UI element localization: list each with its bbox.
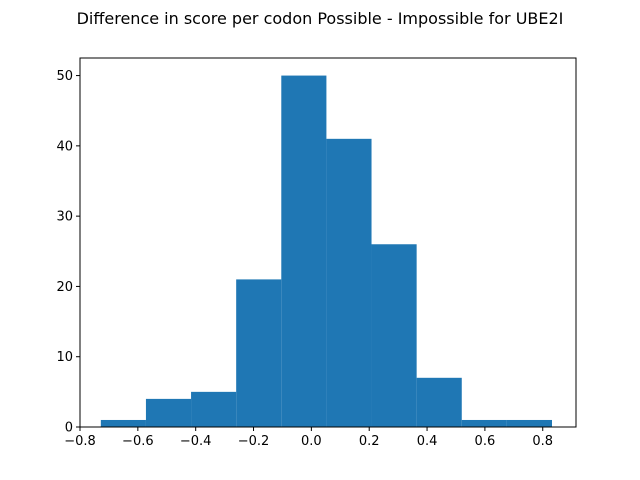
x-axis: −0.8 −0.6 −0.4 −0.2 0.0 0.2 0.4 0.6 0.8 — [64, 427, 553, 449]
histogram-bar — [371, 244, 417, 427]
y-axis: 0 10 20 30 40 50 — [56, 69, 80, 436]
y-tick-label: 0 — [65, 421, 73, 436]
y-tick-label: 30 — [56, 210, 73, 225]
histogram-bar — [281, 75, 327, 428]
y-tick-label: 10 — [56, 350, 73, 365]
x-tick-label: 0.2 — [359, 434, 380, 449]
x-tick-label: −0.6 — [122, 434, 154, 449]
histogram-bar — [145, 398, 192, 427]
axes-frame — [79, 57, 577, 428]
x-tick-label: 0.4 — [417, 434, 438, 449]
histogram-bar — [191, 391, 237, 427]
x-tick-label: 0.6 — [475, 434, 496, 449]
y-tick-label: 50 — [56, 69, 73, 84]
x-tick-label: 0.8 — [532, 434, 553, 449]
y-tick-label: 40 — [56, 139, 73, 154]
x-tick-label: −0.4 — [180, 434, 212, 449]
histogram-bar — [236, 279, 282, 427]
histogram-bar — [461, 419, 507, 427]
bars-group — [100, 75, 552, 428]
histogram-bar — [100, 419, 146, 427]
histogram-bar — [326, 138, 372, 428]
x-tick-label: 0.0 — [301, 434, 322, 449]
chart-title: Difference in score per codon Possible -… — [77, 9, 564, 28]
x-tick-label: −0.2 — [238, 434, 270, 449]
x-tick-label: −0.8 — [64, 434, 96, 449]
histogram-bar — [416, 377, 462, 427]
y-tick-label: 20 — [56, 280, 73, 295]
histogram-bar — [506, 419, 552, 427]
